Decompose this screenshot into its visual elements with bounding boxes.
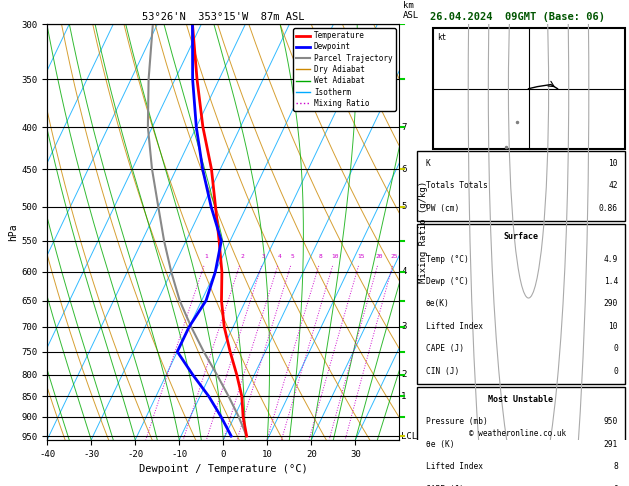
Text: θe (K): θe (K) — [426, 440, 454, 449]
Legend: Temperature, Dewpoint, Parcel Trajectory, Dry Adiabat, Wet Adiabat, Isotherm, Mi: Temperature, Dewpoint, Parcel Trajectory… — [293, 28, 396, 111]
Text: Temp (°C): Temp (°C) — [426, 255, 469, 263]
Text: 42: 42 — [608, 181, 618, 191]
Text: CIN (J): CIN (J) — [426, 367, 459, 376]
Text: Surface: Surface — [503, 232, 538, 241]
Text: LCL: LCL — [401, 432, 417, 441]
Text: 10: 10 — [608, 159, 618, 168]
Text: Totals Totals: Totals Totals — [426, 181, 487, 191]
Text: kt: kt — [437, 33, 446, 42]
Text: CAPE (J): CAPE (J) — [426, 344, 464, 353]
Text: 290: 290 — [604, 299, 618, 309]
Text: 3: 3 — [262, 254, 265, 259]
Text: Lifted Index: Lifted Index — [426, 462, 483, 471]
Text: Mixing Ratio (g/kg): Mixing Ratio (g/kg) — [419, 181, 428, 283]
Bar — [417, 387, 625, 486]
Text: Pressure (mb): Pressure (mb) — [426, 417, 487, 426]
Text: 10: 10 — [608, 322, 618, 331]
Bar — [433, 29, 625, 149]
Text: 1: 1 — [204, 254, 208, 259]
Text: 291: 291 — [604, 440, 618, 449]
Text: 0: 0 — [613, 367, 618, 376]
Text: 0.86: 0.86 — [599, 204, 618, 213]
Text: 8: 8 — [613, 462, 618, 471]
Text: Dewp (°C): Dewp (°C) — [426, 277, 469, 286]
Text: 7: 7 — [401, 122, 406, 132]
Text: 26.04.2024  09GMT (Base: 06): 26.04.2024 09GMT (Base: 06) — [430, 12, 605, 22]
Text: 10: 10 — [331, 254, 338, 259]
Bar — [417, 224, 625, 384]
Text: 20: 20 — [376, 254, 383, 259]
Text: 3: 3 — [401, 323, 406, 331]
Text: 25: 25 — [391, 254, 398, 259]
X-axis label: Dewpoint / Temperature (°C): Dewpoint / Temperature (°C) — [139, 464, 308, 474]
Y-axis label: hPa: hPa — [9, 223, 18, 241]
Text: CAPE (J): CAPE (J) — [426, 485, 464, 486]
Text: 2: 2 — [401, 370, 406, 379]
Text: 8: 8 — [319, 254, 323, 259]
Text: Lifted Index: Lifted Index — [426, 322, 483, 331]
Text: 1: 1 — [401, 392, 406, 401]
Title: 53°26'N  353°15'W  87m ASL: 53°26'N 353°15'W 87m ASL — [142, 12, 304, 22]
Text: θe(K): θe(K) — [426, 299, 450, 309]
Text: 1.4: 1.4 — [604, 277, 618, 286]
Text: 950: 950 — [604, 417, 618, 426]
Text: K: K — [426, 159, 431, 168]
Text: 5: 5 — [401, 202, 406, 211]
Text: 5: 5 — [291, 254, 295, 259]
Text: 4: 4 — [401, 267, 406, 277]
Text: 15: 15 — [357, 254, 364, 259]
Text: 6: 6 — [401, 165, 406, 174]
Text: PW (cm): PW (cm) — [426, 204, 459, 213]
Bar — [417, 151, 625, 221]
Text: Most Unstable: Most Unstable — [488, 395, 553, 404]
Text: 0: 0 — [613, 485, 618, 486]
Text: 4.9: 4.9 — [604, 255, 618, 263]
Text: © weatheronline.co.uk: © weatheronline.co.uk — [469, 429, 566, 438]
Text: 4: 4 — [278, 254, 282, 259]
Text: 0: 0 — [613, 344, 618, 353]
Text: 2: 2 — [240, 254, 244, 259]
Text: km
ASL: km ASL — [403, 1, 419, 20]
